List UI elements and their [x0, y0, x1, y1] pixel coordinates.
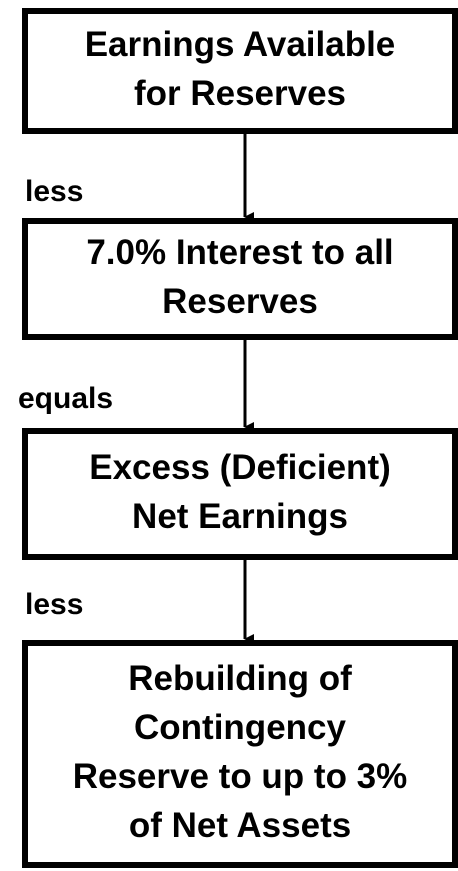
node-label: for Reserves [134, 74, 346, 113]
connector-label: equals [18, 382, 113, 415]
node-label: Contingency [134, 708, 346, 747]
node-label: 7.0% Interest to all [86, 233, 393, 272]
box [22, 8, 458, 134]
node-label: Net Earnings [132, 497, 348, 536]
node-label: Reserves [162, 282, 318, 321]
node-label: Rebuilding of [128, 659, 352, 698]
connector-label: less [25, 588, 83, 621]
node-label: Earnings Available [85, 25, 396, 64]
node-label: Excess (Deficient) [89, 448, 391, 487]
box [22, 218, 458, 340]
node-label: of Net Assets [129, 806, 351, 845]
box [22, 640, 458, 868]
box [22, 428, 458, 560]
node-label: Reserve to up to 3% [73, 757, 408, 796]
connector-label: less [25, 175, 83, 208]
